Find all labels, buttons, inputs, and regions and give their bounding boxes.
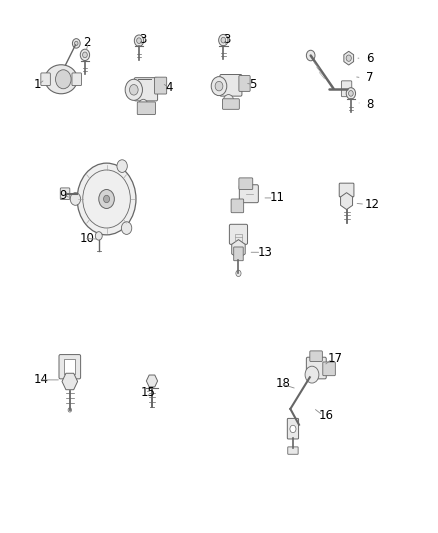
FancyBboxPatch shape: [287, 418, 299, 439]
Text: 2: 2: [83, 36, 90, 49]
Text: 12: 12: [365, 198, 380, 211]
Circle shape: [139, 99, 148, 110]
Circle shape: [74, 41, 78, 45]
Circle shape: [346, 55, 351, 61]
Circle shape: [103, 195, 110, 203]
Circle shape: [83, 52, 87, 58]
Text: 18: 18: [276, 377, 291, 390]
Polygon shape: [344, 51, 353, 65]
FancyBboxPatch shape: [231, 199, 244, 213]
Circle shape: [68, 408, 71, 412]
Text: 10: 10: [80, 232, 95, 245]
FancyBboxPatch shape: [60, 188, 70, 199]
Circle shape: [117, 160, 127, 173]
FancyBboxPatch shape: [72, 73, 81, 86]
FancyBboxPatch shape: [223, 99, 239, 109]
FancyBboxPatch shape: [341, 81, 352, 96]
Text: 14: 14: [34, 374, 49, 386]
FancyBboxPatch shape: [59, 354, 81, 379]
Circle shape: [236, 270, 241, 277]
Text: 1: 1: [34, 78, 42, 91]
FancyBboxPatch shape: [41, 73, 50, 86]
Text: 3: 3: [223, 33, 231, 46]
FancyBboxPatch shape: [310, 351, 322, 361]
FancyBboxPatch shape: [239, 178, 253, 190]
Circle shape: [72, 39, 80, 48]
Text: 8: 8: [366, 98, 374, 110]
FancyBboxPatch shape: [239, 76, 250, 91]
Ellipse shape: [45, 64, 78, 94]
Text: 7: 7: [366, 71, 374, 84]
Circle shape: [215, 82, 223, 91]
Text: 16: 16: [318, 409, 333, 422]
FancyBboxPatch shape: [306, 357, 326, 379]
Text: 17: 17: [328, 352, 343, 365]
Polygon shape: [146, 375, 158, 387]
FancyBboxPatch shape: [323, 362, 336, 376]
Circle shape: [130, 85, 138, 95]
Circle shape: [305, 366, 319, 383]
Text: 4: 4: [165, 80, 173, 94]
Text: 9: 9: [59, 189, 67, 202]
Circle shape: [219, 35, 228, 46]
Text: 11: 11: [270, 191, 285, 205]
FancyBboxPatch shape: [234, 247, 243, 261]
FancyBboxPatch shape: [134, 78, 158, 101]
Circle shape: [221, 37, 226, 43]
Circle shape: [223, 94, 234, 107]
Circle shape: [125, 79, 142, 100]
Circle shape: [290, 425, 296, 433]
FancyBboxPatch shape: [137, 102, 155, 115]
Circle shape: [121, 222, 132, 235]
FancyBboxPatch shape: [64, 359, 75, 374]
Circle shape: [70, 192, 81, 205]
Circle shape: [137, 38, 141, 44]
FancyBboxPatch shape: [220, 75, 242, 96]
Text: 3: 3: [139, 33, 146, 46]
Circle shape: [349, 91, 353, 96]
Polygon shape: [62, 373, 78, 390]
FancyBboxPatch shape: [239, 185, 258, 203]
Text: 6: 6: [366, 52, 374, 64]
Polygon shape: [341, 192, 353, 209]
Polygon shape: [232, 240, 245, 259]
Circle shape: [95, 232, 102, 240]
Text: 15: 15: [140, 385, 155, 399]
Circle shape: [134, 35, 144, 46]
Text: 13: 13: [258, 246, 273, 259]
Text: 5: 5: [249, 78, 257, 91]
FancyBboxPatch shape: [155, 77, 167, 94]
FancyBboxPatch shape: [230, 224, 247, 244]
Circle shape: [56, 70, 71, 89]
Circle shape: [211, 77, 227, 95]
Circle shape: [80, 49, 90, 61]
Circle shape: [306, 50, 315, 61]
Circle shape: [77, 163, 136, 235]
FancyBboxPatch shape: [339, 183, 354, 197]
Circle shape: [99, 190, 114, 208]
FancyBboxPatch shape: [288, 447, 298, 454]
Circle shape: [346, 88, 356, 99]
